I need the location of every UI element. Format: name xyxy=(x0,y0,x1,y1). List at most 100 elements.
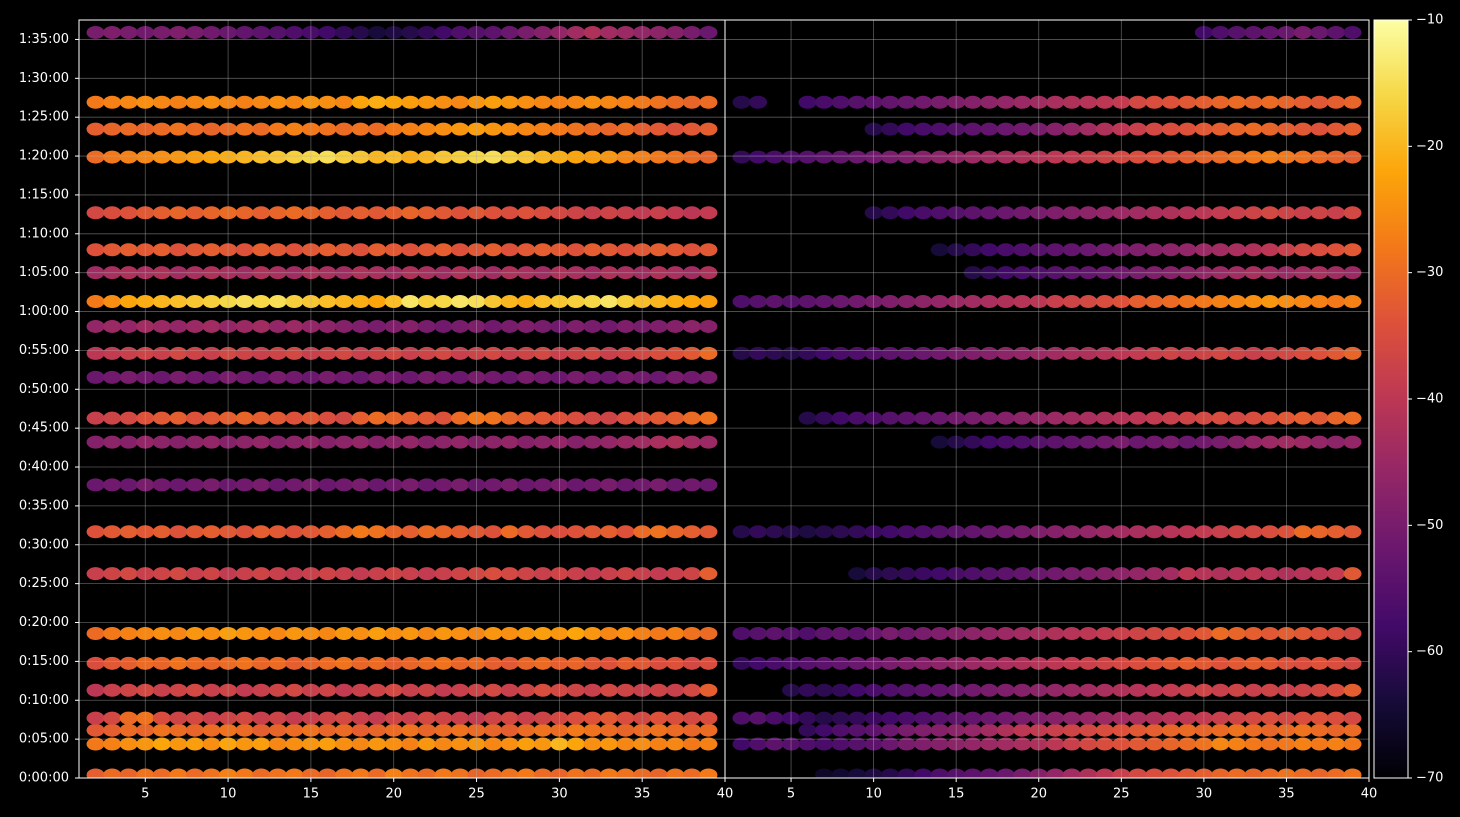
point xyxy=(566,346,585,360)
point xyxy=(848,567,867,581)
point xyxy=(368,737,387,751)
point xyxy=(103,319,122,333)
point xyxy=(996,411,1015,425)
y-tick-label: 0:35:00 xyxy=(19,498,69,513)
point xyxy=(930,206,949,220)
point xyxy=(252,243,271,257)
point xyxy=(897,122,916,136)
point xyxy=(798,711,817,725)
point xyxy=(119,627,138,641)
point xyxy=(996,656,1015,670)
point xyxy=(1046,206,1065,220)
point xyxy=(914,711,933,725)
point xyxy=(616,370,635,384)
point xyxy=(765,656,784,670)
point xyxy=(1095,295,1114,309)
point xyxy=(682,627,701,641)
point xyxy=(484,206,503,220)
point xyxy=(1178,768,1197,778)
point xyxy=(368,567,387,581)
point xyxy=(881,346,900,360)
point xyxy=(252,567,271,581)
point xyxy=(119,478,138,492)
point xyxy=(616,723,635,737)
point xyxy=(368,723,387,737)
point xyxy=(1260,206,1279,220)
point xyxy=(169,25,188,39)
point xyxy=(616,206,635,220)
point xyxy=(119,683,138,697)
point xyxy=(1293,627,1312,641)
point xyxy=(881,525,900,539)
point xyxy=(1013,346,1032,360)
point xyxy=(682,319,701,333)
point xyxy=(434,723,453,737)
point xyxy=(202,150,221,164)
point xyxy=(351,25,370,39)
point xyxy=(1293,150,1312,164)
point xyxy=(798,525,817,539)
point xyxy=(583,95,602,109)
point xyxy=(1161,411,1180,425)
point xyxy=(285,150,304,164)
point xyxy=(566,627,585,641)
point xyxy=(1260,525,1279,539)
point xyxy=(930,95,949,109)
point xyxy=(368,25,387,39)
point xyxy=(1178,711,1197,725)
point xyxy=(699,737,718,751)
point xyxy=(1046,346,1065,360)
point xyxy=(996,567,1015,581)
point xyxy=(649,150,668,164)
point xyxy=(600,567,619,581)
point xyxy=(1178,627,1197,641)
point xyxy=(914,346,933,360)
point xyxy=(1326,122,1345,136)
point xyxy=(1260,683,1279,697)
point xyxy=(169,478,188,492)
point xyxy=(500,478,519,492)
y-tick-label: 0:25:00 xyxy=(19,576,69,591)
point xyxy=(897,711,916,725)
point xyxy=(335,243,354,257)
point xyxy=(152,627,171,641)
point xyxy=(583,627,602,641)
point xyxy=(185,737,204,751)
point xyxy=(1145,768,1164,778)
point xyxy=(1227,25,1246,39)
point xyxy=(583,435,602,449)
point xyxy=(1062,683,1081,697)
point xyxy=(1013,627,1032,641)
point xyxy=(401,768,420,778)
point xyxy=(152,122,171,136)
point xyxy=(1128,768,1147,778)
point xyxy=(185,346,204,360)
point xyxy=(897,525,916,539)
point xyxy=(649,737,668,751)
point xyxy=(1178,435,1197,449)
point xyxy=(86,525,105,539)
point xyxy=(169,723,188,737)
point xyxy=(533,150,552,164)
point xyxy=(897,627,916,641)
point xyxy=(1145,525,1164,539)
point xyxy=(1244,243,1263,257)
point xyxy=(202,737,221,751)
point xyxy=(268,411,287,425)
point xyxy=(914,411,933,425)
point xyxy=(765,711,784,725)
point xyxy=(235,627,254,641)
point xyxy=(86,95,105,109)
point xyxy=(682,295,701,309)
point xyxy=(1244,768,1263,778)
point xyxy=(1145,95,1164,109)
point xyxy=(318,723,337,737)
point xyxy=(268,627,287,641)
point xyxy=(351,723,370,737)
point xyxy=(930,525,949,539)
point xyxy=(1260,627,1279,641)
point xyxy=(815,656,834,670)
point xyxy=(169,319,188,333)
point xyxy=(169,737,188,751)
point xyxy=(600,411,619,425)
